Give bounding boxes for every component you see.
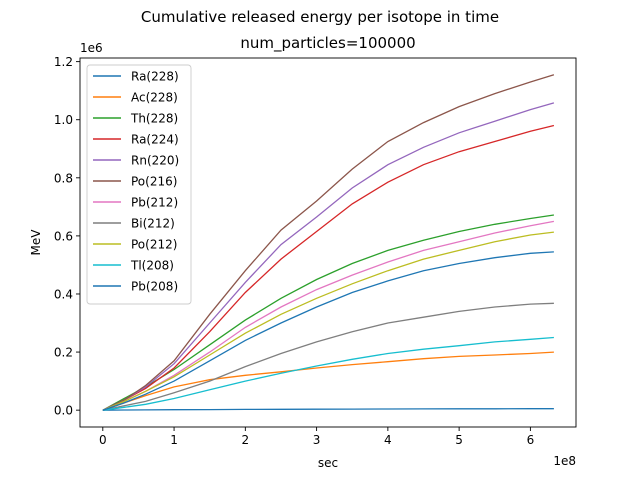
series-line-8 bbox=[102, 231, 554, 411]
y-tick-label-2: 0.4 bbox=[54, 287, 73, 301]
y-tick-label-3: 0.6 bbox=[54, 229, 73, 243]
legend-label-3: Ra(224) bbox=[131, 133, 179, 147]
y-tick-label-0: 0.0 bbox=[54, 404, 73, 418]
plot-frame bbox=[79, 57, 577, 428]
chart-suptitle: Cumulative released energy per isotope i… bbox=[140, 8, 500, 26]
x-offset-text: 1e8 bbox=[553, 454, 576, 468]
chart-title: num_particles=100000 bbox=[240, 34, 416, 52]
x-tick-label-3: 3 bbox=[313, 433, 321, 447]
series-line-9 bbox=[102, 336, 554, 411]
legend-label-8: Po(212) bbox=[131, 238, 177, 252]
legend-label-0: Ra(228) bbox=[131, 70, 179, 84]
series-line-3 bbox=[102, 124, 555, 411]
x-axis-label: sec bbox=[318, 456, 338, 470]
x-tick-label-1: 1 bbox=[170, 433, 178, 447]
series-line-0 bbox=[102, 408, 554, 411]
y-tick-label-1: 0.2 bbox=[54, 346, 73, 360]
y-tick-label-4: 0.8 bbox=[54, 171, 73, 185]
x-tick-label-5: 5 bbox=[455, 433, 463, 447]
series-line-5 bbox=[102, 74, 555, 411]
legend-label-9: Tl(208) bbox=[130, 259, 174, 273]
y-axis-label: MeV bbox=[29, 229, 43, 256]
x-tick-label-4: 4 bbox=[384, 433, 392, 447]
legend-label-1: Ac(228) bbox=[131, 91, 178, 105]
series-line-10 bbox=[102, 251, 554, 411]
series-line-1 bbox=[102, 351, 554, 411]
series-line-7 bbox=[102, 302, 554, 411]
y-tick-label-5: 1.0 bbox=[54, 113, 73, 127]
y-offset-text: 1e6 bbox=[80, 41, 103, 55]
y-tick-label-6: 1.2 bbox=[54, 55, 73, 69]
legend-label-5: Po(216) bbox=[131, 175, 177, 189]
x-tick-label-0: 0 bbox=[99, 433, 107, 447]
legend-label-7: Bi(212) bbox=[131, 217, 175, 231]
series-line-4 bbox=[102, 102, 555, 411]
legend-label-4: Rn(220) bbox=[131, 154, 179, 168]
legend-label-2: Th(228) bbox=[130, 112, 178, 126]
x-tick-label-6: 6 bbox=[527, 433, 535, 447]
legend-label-10: Pb(208) bbox=[131, 280, 178, 294]
x-tick-label-2: 2 bbox=[242, 433, 250, 447]
legend-label-6: Pb(212) bbox=[131, 196, 178, 210]
